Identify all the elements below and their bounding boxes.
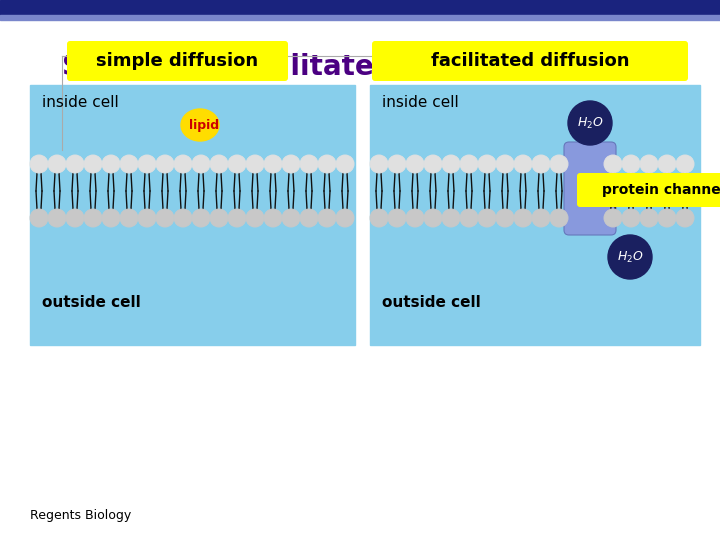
Circle shape [246, 155, 264, 173]
Circle shape [424, 209, 442, 227]
Circle shape [66, 209, 84, 227]
Ellipse shape [181, 109, 219, 141]
Circle shape [282, 209, 300, 227]
Circle shape [66, 155, 84, 173]
Text: $H_2O$: $H_2O$ [577, 116, 603, 131]
Text: outside cell: outside cell [42, 295, 140, 310]
FancyBboxPatch shape [67, 41, 288, 81]
Circle shape [496, 209, 514, 227]
Text: outside cell: outside cell [382, 295, 481, 310]
Bar [0, 15, 720, 20]
Circle shape [300, 209, 318, 227]
Circle shape [318, 209, 336, 227]
Bar [30, 85, 355, 345]
Circle shape [442, 155, 460, 173]
Circle shape [156, 209, 174, 227]
Circle shape [156, 155, 174, 173]
Text: Regents Biology: Regents Biology [30, 509, 131, 522]
Circle shape [210, 155, 228, 173]
Text: protein channel: protein channel [603, 183, 720, 197]
Circle shape [460, 209, 478, 227]
Text: facilitated diffusion: facilitated diffusion [431, 52, 629, 70]
Circle shape [264, 209, 282, 227]
Circle shape [622, 209, 640, 227]
Circle shape [388, 155, 406, 173]
Circle shape [676, 209, 694, 227]
Circle shape [228, 209, 246, 227]
Circle shape [282, 155, 300, 173]
Circle shape [550, 155, 568, 173]
Circle shape [48, 209, 66, 227]
Circle shape [388, 209, 406, 227]
Circle shape [532, 209, 550, 227]
Circle shape [30, 209, 48, 227]
Circle shape [406, 155, 424, 173]
Circle shape [442, 209, 460, 227]
Circle shape [622, 155, 640, 173]
Circle shape [264, 155, 282, 173]
FancyBboxPatch shape [372, 41, 688, 81]
Circle shape [496, 155, 514, 173]
FancyBboxPatch shape [577, 173, 720, 207]
Circle shape [120, 155, 138, 173]
Text: $H_2O$: $H_2O$ [616, 249, 644, 265]
Circle shape [336, 155, 354, 173]
Circle shape [300, 155, 318, 173]
Circle shape [604, 209, 622, 227]
Text: inside cell: inside cell [42, 95, 119, 110]
Circle shape [478, 209, 496, 227]
Circle shape [550, 209, 568, 227]
Circle shape [658, 209, 676, 227]
Circle shape [478, 155, 496, 173]
Circle shape [228, 155, 246, 173]
Circle shape [532, 155, 550, 173]
Text: simple diffusion: simple diffusion [96, 52, 258, 70]
Circle shape [210, 209, 228, 227]
Circle shape [48, 155, 66, 173]
Circle shape [138, 155, 156, 173]
Circle shape [84, 209, 102, 227]
Circle shape [406, 209, 424, 227]
Circle shape [640, 209, 658, 227]
Text: lipid: lipid [189, 118, 219, 132]
Circle shape [174, 155, 192, 173]
Circle shape [460, 155, 478, 173]
Text: Simple vs. facilitated diffusion: Simple vs. facilitated diffusion [62, 53, 541, 81]
Circle shape [138, 209, 156, 227]
Circle shape [424, 155, 442, 173]
Circle shape [192, 209, 210, 227]
FancyBboxPatch shape [564, 142, 616, 235]
Circle shape [246, 209, 264, 227]
Circle shape [192, 155, 210, 173]
Circle shape [102, 209, 120, 227]
Circle shape [174, 209, 192, 227]
Circle shape [514, 155, 532, 173]
Circle shape [658, 155, 676, 173]
Circle shape [608, 235, 652, 279]
Circle shape [514, 209, 532, 227]
Circle shape [604, 155, 622, 173]
Circle shape [30, 155, 48, 173]
Circle shape [370, 209, 388, 227]
Circle shape [370, 155, 388, 173]
Circle shape [120, 209, 138, 227]
Circle shape [676, 155, 694, 173]
Circle shape [568, 101, 612, 145]
Bar [370, 85, 700, 345]
Text: inside cell: inside cell [382, 95, 459, 110]
Circle shape [336, 209, 354, 227]
Bar [0, 0, 720, 15]
Circle shape [102, 155, 120, 173]
Circle shape [318, 155, 336, 173]
Circle shape [84, 155, 102, 173]
Circle shape [640, 155, 658, 173]
